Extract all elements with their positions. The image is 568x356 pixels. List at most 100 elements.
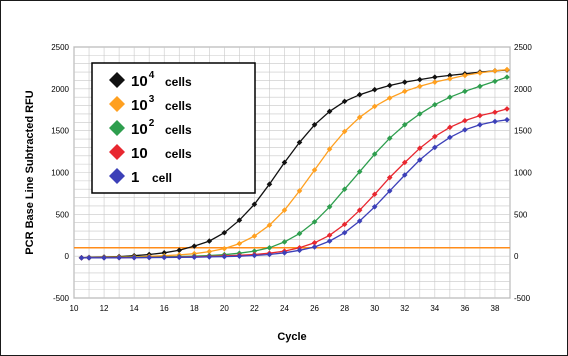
data-point xyxy=(101,255,107,261)
data-point xyxy=(416,111,423,117)
x-tick-label: 26 xyxy=(310,304,319,313)
data-point xyxy=(386,135,393,141)
data-point xyxy=(78,255,85,261)
legend-label-main: 10 xyxy=(131,73,148,90)
y-tick-label-right: -500 xyxy=(514,294,531,303)
legend-label-exponent: 4 xyxy=(149,70,155,81)
data-point xyxy=(401,159,408,166)
data-point xyxy=(161,250,168,256)
x-axis-ticks: 10 12 14 16 18 20 22 24 26 28 30 32 34 36 38 xyxy=(70,304,500,313)
data-point xyxy=(131,254,137,261)
y-tick-label-left: 1000 xyxy=(51,169,69,178)
data-point xyxy=(432,74,438,80)
x-tick-label: 14 xyxy=(130,304,139,313)
legend-entry: 10 3 cells xyxy=(109,94,192,114)
y-tick-label-left: 500 xyxy=(56,210,70,219)
series-4 xyxy=(78,116,510,261)
data-point xyxy=(492,109,498,116)
data-point xyxy=(416,83,423,90)
y-tick-label-right: 0 xyxy=(514,252,519,261)
y-axis-title: PCR Base Line Subtracted RFU xyxy=(24,90,36,254)
data-point xyxy=(341,128,348,135)
data-point xyxy=(356,207,363,213)
legend-label-main: 10 xyxy=(131,121,148,138)
data-point xyxy=(504,106,510,112)
data-point xyxy=(251,252,258,259)
data-point xyxy=(371,151,378,157)
x-tick-label: 18 xyxy=(190,304,199,313)
data-point xyxy=(462,72,468,79)
x-tick-label: 32 xyxy=(400,304,409,313)
data-point xyxy=(326,238,333,244)
data-point xyxy=(492,118,498,125)
data-point xyxy=(462,127,468,133)
data-point xyxy=(356,114,363,121)
data-point xyxy=(504,66,510,73)
data-point xyxy=(386,174,393,181)
data-point xyxy=(432,79,438,85)
data-point xyxy=(401,172,408,178)
data-point xyxy=(311,167,318,173)
data-point xyxy=(281,250,288,256)
y-tick-label-left: 1500 xyxy=(51,127,69,136)
data-point xyxy=(386,82,393,89)
legend-entry: 10 cells xyxy=(109,144,192,162)
data-point xyxy=(341,229,348,236)
data-point xyxy=(206,254,213,260)
data-point xyxy=(326,232,333,239)
data-point xyxy=(416,145,423,152)
legend-entry: 10 2 cells xyxy=(109,118,192,138)
data-point xyxy=(281,159,288,166)
legend-label-unit: cells xyxy=(165,99,192,113)
legend-label-main: 10 xyxy=(131,145,148,162)
data-point xyxy=(251,248,258,254)
data-point xyxy=(356,168,363,175)
data-point xyxy=(447,94,453,100)
series-layer xyxy=(78,66,510,261)
legend-marker xyxy=(109,72,125,88)
y-axis-left-ticks: 2500 2000 1500 1000 500 0 -500 xyxy=(51,43,69,303)
legend-marker xyxy=(109,120,125,136)
data-point xyxy=(371,204,378,210)
data-point xyxy=(281,239,288,245)
y-tick-label-right: 1000 xyxy=(514,169,532,178)
data-point xyxy=(191,254,198,260)
data-point xyxy=(116,254,122,261)
data-point xyxy=(326,146,333,152)
x-tick-label: 24 xyxy=(280,304,289,313)
data-point xyxy=(236,217,243,223)
data-point xyxy=(477,112,483,119)
data-point xyxy=(296,188,303,194)
legend-label-exponent: 3 xyxy=(149,94,155,105)
x-tick-label: 10 xyxy=(70,304,79,313)
data-point xyxy=(462,88,468,95)
data-point xyxy=(477,70,483,76)
data-point xyxy=(341,98,348,105)
data-point xyxy=(432,144,438,151)
data-point xyxy=(416,76,423,83)
legend-label-unit: cells xyxy=(165,147,192,161)
data-point xyxy=(326,108,333,115)
data-point xyxy=(296,139,303,146)
data-point xyxy=(176,254,183,261)
data-point xyxy=(447,134,453,141)
data-point xyxy=(191,243,198,249)
x-tick-label: 34 xyxy=(430,304,439,313)
data-point xyxy=(492,78,498,85)
data-point xyxy=(477,83,483,90)
y-tick-label-left: 2500 xyxy=(51,43,69,52)
data-point xyxy=(356,91,363,98)
data-point xyxy=(341,186,348,193)
data-point xyxy=(251,201,258,208)
x-tick-label: 36 xyxy=(460,304,469,313)
data-point xyxy=(206,248,213,255)
data-point xyxy=(266,222,273,229)
data-point xyxy=(176,247,183,254)
data-point xyxy=(236,240,243,247)
legend-marker xyxy=(109,96,125,112)
data-point xyxy=(401,122,408,128)
data-point xyxy=(432,101,438,108)
data-point xyxy=(477,122,483,128)
